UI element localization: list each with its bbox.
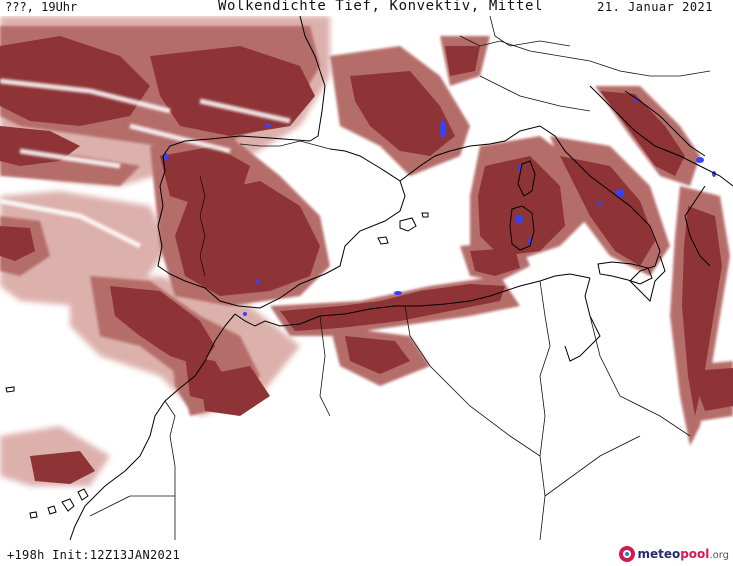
weather-map <box>0 16 733 540</box>
country-borders <box>89 16 711 540</box>
meteopool-logo-icon <box>619 546 636 562</box>
forecast-date: 21. Januar 2021 <box>597 0 713 14</box>
cloud-density-map <box>0 16 733 540</box>
coastlines <box>5 16 733 540</box>
footer-bar: +198h Init:12Z13JAN2021 meteopool.org <box>0 540 733 566</box>
header-bar: ???, 19Uhr Wolkendichte Tief, Konvektiv,… <box>0 0 733 16</box>
meteopool-logo[interactable]: meteopool.org <box>619 545 729 563</box>
map-title: Wolkendichte Tief, Konvektiv, Mittel <box>218 0 544 14</box>
convective-cells <box>164 98 716 316</box>
brand-name: meteopool.org <box>637 547 729 561</box>
forecast-label: ???, 19Uhr <box>5 0 78 14</box>
model-run-info: +198h Init:12Z13JAN2021 <box>7 548 181 562</box>
cloud-layer <box>0 16 733 486</box>
